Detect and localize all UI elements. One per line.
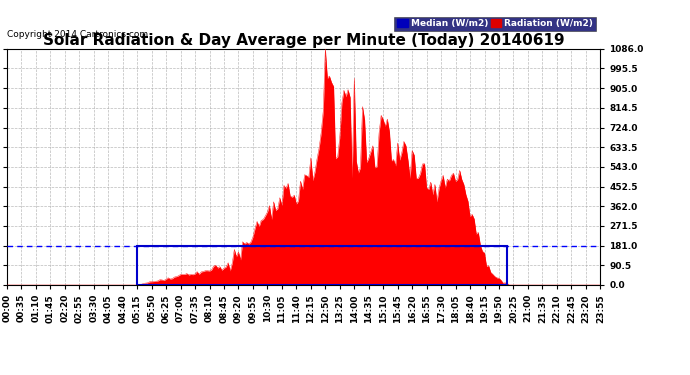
Text: Copyright 2014 Cartronics.com: Copyright 2014 Cartronics.com <box>7 30 148 39</box>
Bar <box>137 246 507 285</box>
Legend: Median (W/m2), Radiation (W/m2): Median (W/m2), Radiation (W/m2) <box>394 16 595 31</box>
Title: Solar Radiation & Day Average per Minute (Today) 20140619: Solar Radiation & Day Average per Minute… <box>43 33 564 48</box>
